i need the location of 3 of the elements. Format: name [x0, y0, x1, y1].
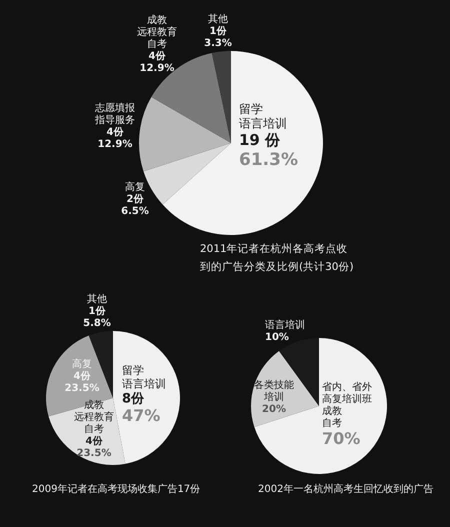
title: 2011年记者在杭州各高考点收到的广告分类及比例(共计30份)	[200, 243, 354, 273]
title: 2009年记者在高考现场收集广告17份	[32, 484, 200, 495]
title: 2002年一名杭州高考生回忆收到的广告	[258, 484, 434, 495]
